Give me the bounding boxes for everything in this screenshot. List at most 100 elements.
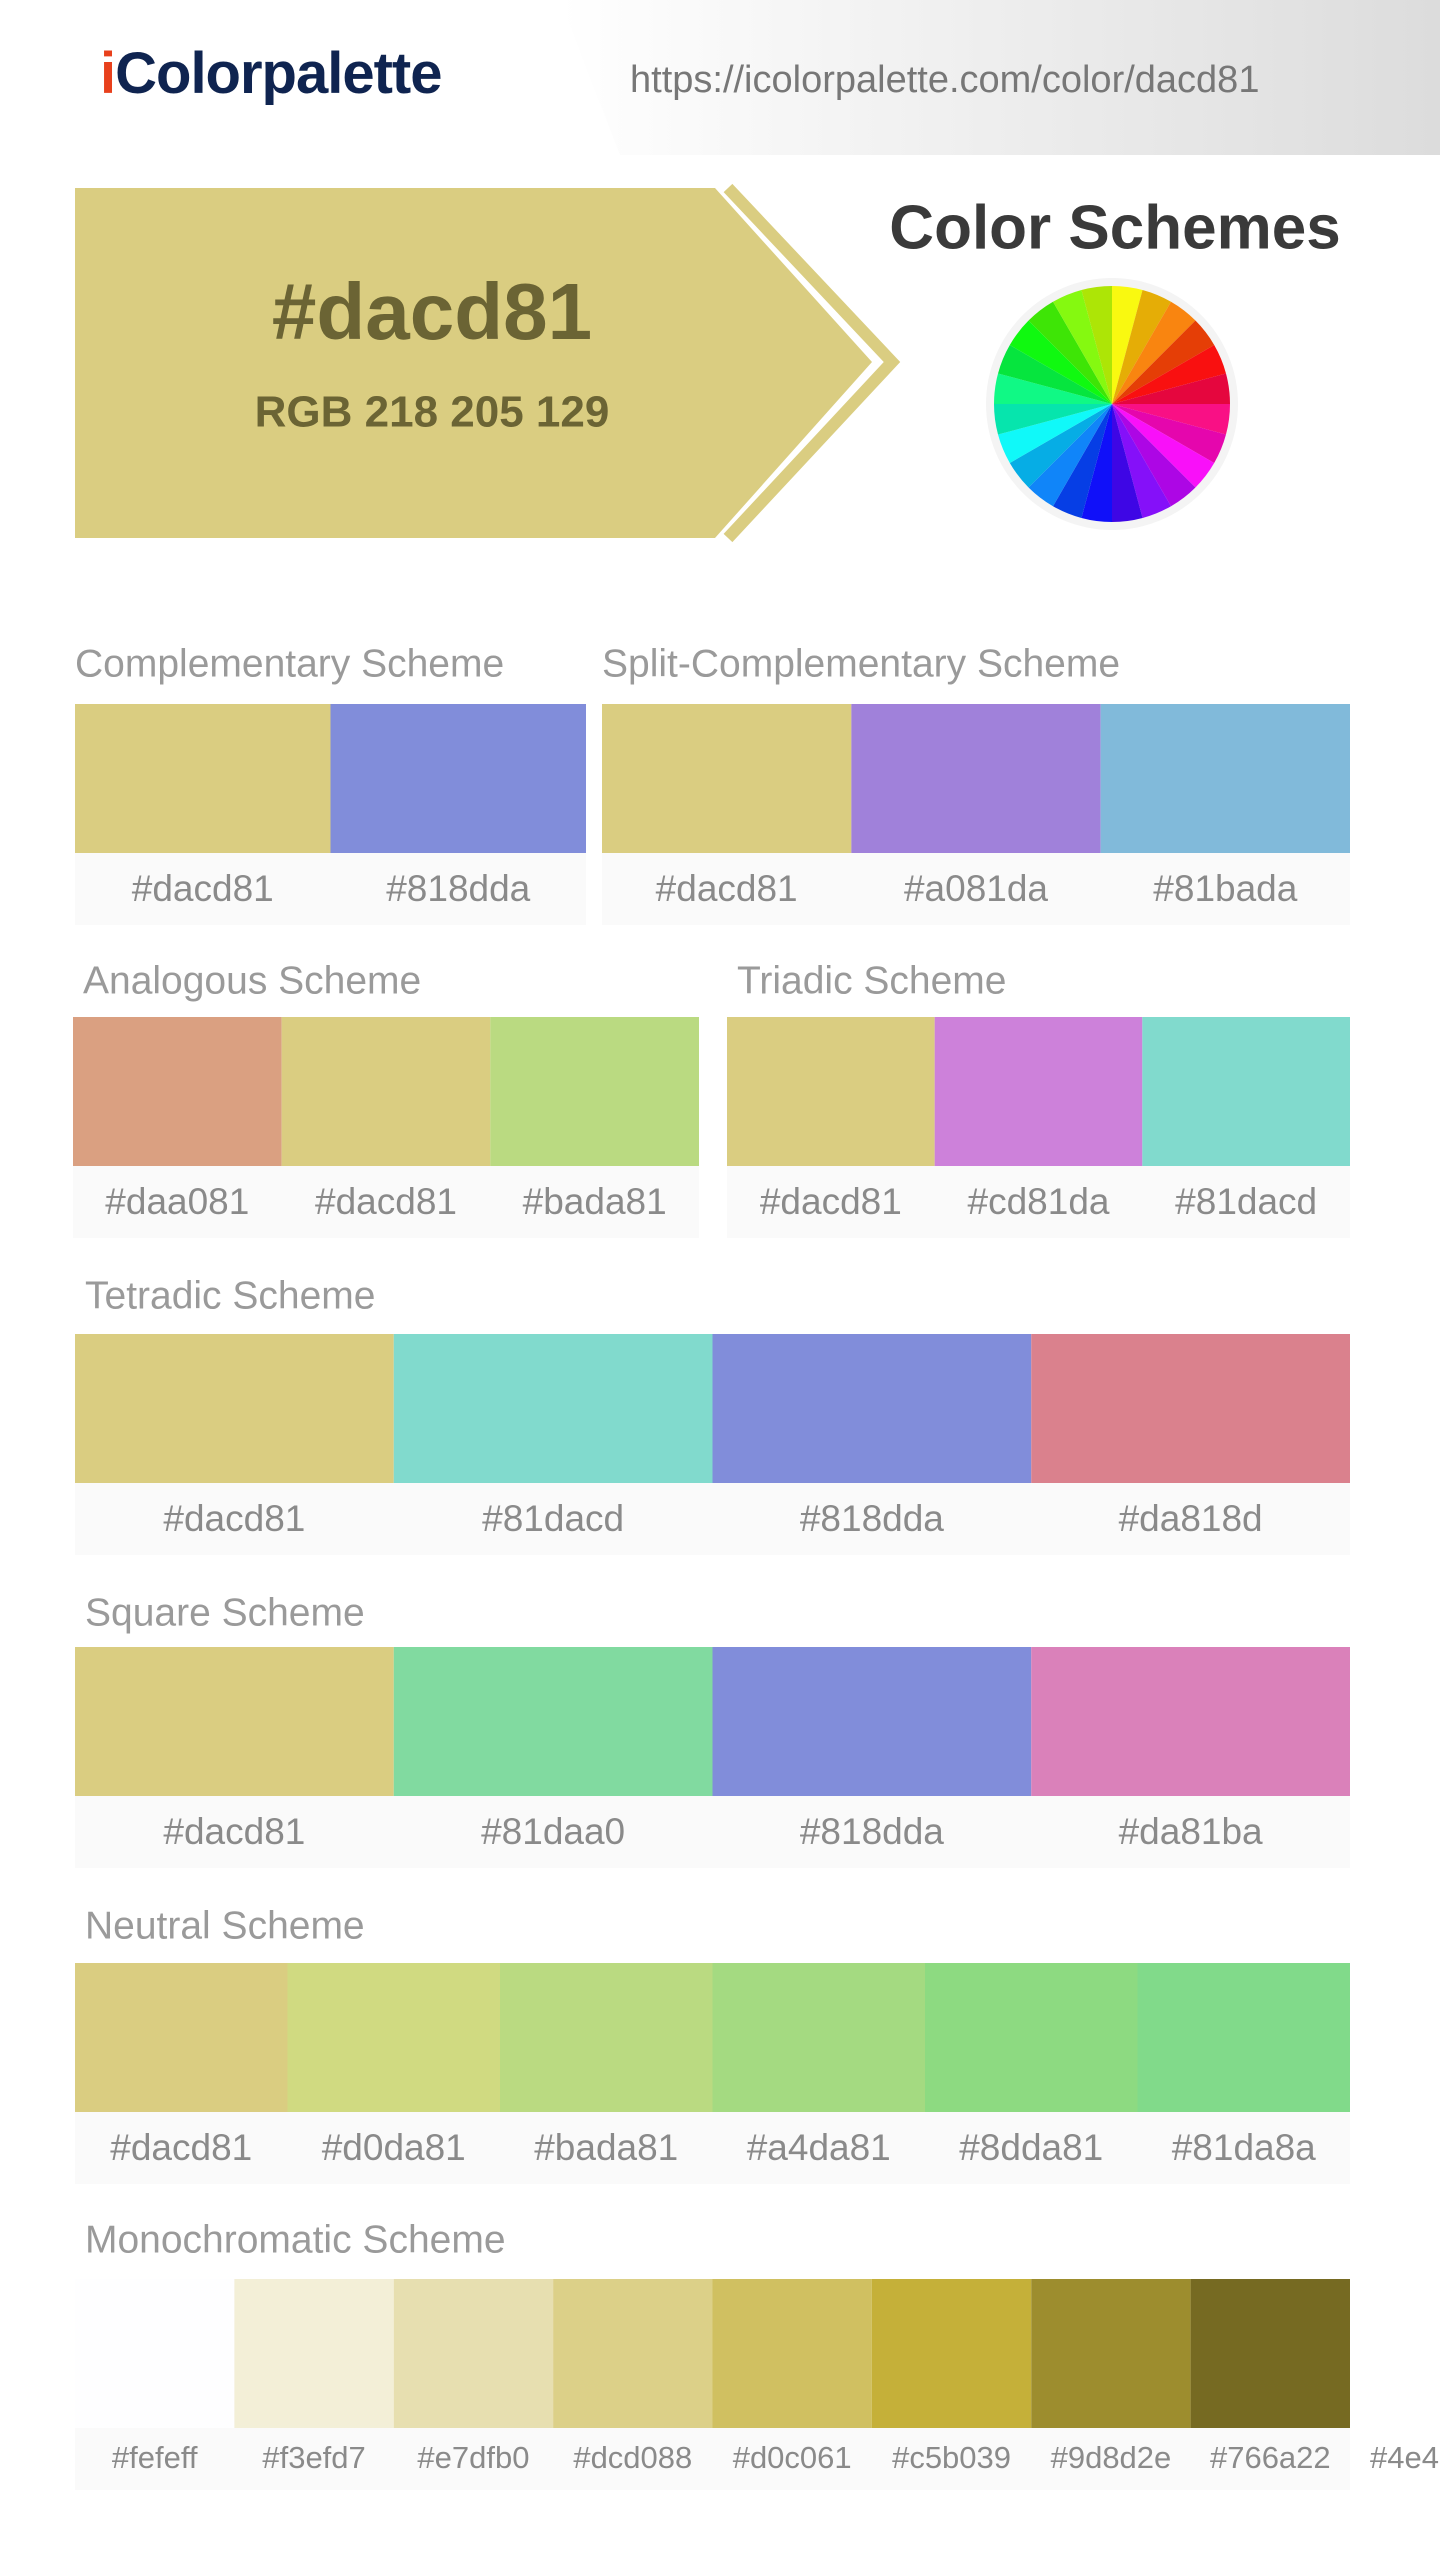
scheme-title: Tetradic Scheme — [85, 1274, 375, 1317]
swatch — [287, 1963, 500, 2112]
swatch-label-bg — [1137, 2112, 1350, 2184]
swatch-label-bg — [934, 1166, 1143, 1238]
swatch — [73, 1017, 282, 1166]
section-title: Color Schemes — [889, 193, 1340, 262]
wheel-wedge — [1028, 404, 1112, 507]
scheme-title: Monochromatic Scheme — [85, 2218, 506, 2261]
wheel-wedge — [994, 404, 1112, 435]
swatch-label-bg — [500, 2112, 713, 2184]
swatch-label-bg — [1031, 1483, 1350, 1555]
wheel-wedge — [1009, 404, 1112, 488]
header-bg — [560, 0, 1440, 155]
swatch — [1031, 1334, 1350, 1483]
wheel-wedge — [1112, 320, 1215, 404]
swatch — [934, 1017, 1143, 1166]
swatch-label-bg — [75, 853, 331, 925]
swatch-label-bg — [871, 2428, 1032, 2490]
swatch — [75, 1647, 394, 1796]
wheel-wedge — [1112, 286, 1143, 404]
swatch — [712, 1334, 1032, 1483]
swatch-label: #dacd81 — [760, 1181, 902, 1222]
swatch-label: #818dda — [386, 868, 530, 909]
swatch-label: #dcd088 — [573, 2440, 692, 2475]
swatch — [393, 2279, 554, 2428]
logo: iColorpalette — [100, 41, 442, 106]
swatch — [1137, 1963, 1350, 2112]
swatch — [1142, 1017, 1350, 1166]
swatch-label: #d0da81 — [322, 2127, 466, 2168]
swatch-label-bg — [393, 2428, 554, 2490]
wheel-wedge — [1112, 404, 1230, 435]
swatch-label: #bada81 — [523, 1181, 667, 1222]
wheel-wedge — [1112, 290, 1171, 404]
swatch-label: #a4da81 — [747, 2127, 891, 2168]
swatch — [393, 1334, 713, 1483]
swatch — [712, 2279, 872, 2428]
swatch-label: #d0c061 — [733, 2440, 852, 2475]
wheel-wedge — [1028, 301, 1112, 404]
swatch-label: #81dacd — [1175, 1181, 1317, 1222]
swatch-label: #bada81 — [534, 2127, 678, 2168]
swatch — [75, 1334, 394, 1483]
swatch-label-bg — [1190, 2428, 1350, 2490]
swatch-label: #4e4 — [1370, 2440, 1439, 2475]
swatch — [75, 1963, 288, 2112]
swatch-label: #dacd81 — [110, 2127, 252, 2168]
wheel-wedge — [1112, 404, 1226, 463]
swatch — [281, 1017, 491, 1166]
swatch-label: #a081da — [904, 868, 1048, 909]
swatch-label-bg — [393, 1483, 713, 1555]
swatch — [602, 704, 852, 853]
swatch-label-bg — [712, 1483, 1032, 1555]
swatch-label-bg — [75, 1796, 394, 1868]
wheel-wedge — [1112, 404, 1196, 507]
swatch-label: #f3efd7 — [262, 2440, 365, 2475]
scheme-title: Split-Complementary Scheme — [602, 642, 1120, 685]
swatch-label: #81bada — [1153, 868, 1297, 909]
swatch-label-bg — [727, 1166, 935, 1238]
wheel-wedge — [994, 373, 1112, 404]
swatch-label-bg — [1100, 853, 1350, 925]
swatch-label-bg — [602, 853, 852, 925]
swatch-label: #8dda81 — [959, 2127, 1103, 2168]
swatch — [330, 704, 586, 853]
swatch — [1031, 1647, 1350, 1796]
swatch-label-bg — [75, 1483, 394, 1555]
swatch-label-bg — [553, 2428, 713, 2490]
swatch — [712, 1647, 1032, 1796]
swatch-label-bg — [281, 1166, 491, 1238]
swatch-label: #fefeff — [112, 2440, 198, 2475]
wheel-wedge — [1112, 345, 1226, 404]
swatch-label: #81daa0 — [481, 1811, 625, 1852]
swatch-label-bg — [490, 1166, 699, 1238]
scheme-title: Square Scheme — [85, 1591, 365, 1634]
swatch-label: #cd81da — [968, 1181, 1110, 1222]
swatch — [490, 1017, 699, 1166]
swatch-label-bg — [925, 2112, 1138, 2184]
swatch — [925, 1963, 1138, 2112]
swatch — [712, 1963, 925, 2112]
wheel-wedge — [1112, 404, 1171, 518]
swatch-label-bg — [75, 2112, 288, 2184]
swatch-label: #dacd81 — [315, 1181, 457, 1222]
swatch-label-bg — [851, 853, 1101, 925]
wheel-wedge — [1081, 286, 1112, 404]
wheel-wedge — [998, 345, 1112, 404]
swatch-label: #da81ba — [1119, 1811, 1263, 1852]
swatch — [1190, 2279, 1350, 2428]
swatch-label-bg — [234, 2428, 394, 2490]
swatch — [75, 2279, 235, 2428]
hero-banner — [75, 188, 872, 538]
swatch-label: #dacd81 — [132, 868, 274, 909]
wheel-wedge — [998, 404, 1112, 463]
color-wheel — [994, 286, 1230, 522]
swatch-label: #daa081 — [105, 1181, 249, 1222]
swatch-label: #e7dfb0 — [417, 2440, 529, 2475]
swatch — [851, 704, 1101, 853]
swatch-label-bg — [330, 853, 586, 925]
wheel-wedge — [1112, 404, 1143, 522]
swatch-label: #c5b039 — [892, 2440, 1011, 2475]
wheel-wedge — [1009, 320, 1112, 404]
